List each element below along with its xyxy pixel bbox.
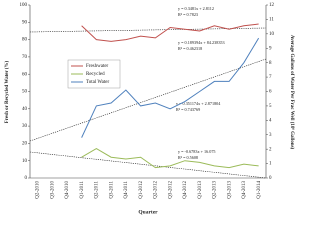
legend-label: Freshwater [86, 64, 109, 69]
x-tick-label: Q1-2014 [257, 181, 262, 199]
x-tick-label: Q1-2012 [139, 181, 144, 199]
y-tick-label: 60 [22, 72, 28, 77]
x-tick-label: Q4-2013 [242, 181, 247, 199]
y-tick-label: 80 [22, 38, 28, 43]
series-line [81, 23, 259, 42]
x-tick-label: Q1-2013 [198, 181, 203, 199]
y2-tick-label: 9 [269, 46, 272, 51]
y-tick-label: 100 [20, 3, 28, 8]
y2-tick-label: 1 [269, 162, 272, 167]
series-line [81, 148, 259, 169]
y2-tick-label: 11 [269, 18, 274, 23]
y2-tick-label: 3 [269, 133, 272, 138]
x-tick-label: Q3-2010 [50, 181, 55, 199]
y-tick-label: 30 [22, 124, 28, 129]
y2-tick-label: 12 [269, 3, 275, 8]
annotation: R² = 0.743769 [176, 107, 200, 112]
x-tick-label: Q4-2010 [65, 181, 70, 199]
y-tick-label: 40 [22, 107, 28, 112]
y2-tick-label: 8 [269, 61, 272, 66]
legend-label: Recycled [86, 72, 105, 77]
annotation: y = 0.351174x + 2.871804 [176, 101, 221, 106]
trend-line [29, 58, 267, 142]
y2-tick-label: 5 [269, 104, 272, 109]
x-axis-title: Quarter [138, 209, 158, 215]
y-axis-title: Fresh or Recycled Water (%) [5, 60, 10, 123]
annotation: y = 0.3481x + 2.8112 [178, 6, 214, 11]
y-tick-label: 20 [22, 142, 28, 147]
trend-line [29, 151, 267, 179]
x-tick-label: Q2-2012 [154, 181, 159, 199]
x-tick-label: Q3-2011 [109, 181, 114, 199]
annotation: y = -0.6783x + 16.075 [178, 149, 216, 154]
annotation: y = 0.189394x + 84.238353 [178, 40, 225, 45]
annotation: R² = 0.5608 [178, 155, 198, 160]
y2-tick-label: 0 [269, 176, 272, 181]
chart: y = 0.3481x + 2.8112 R² = 0.7823 y = 0.1… [5, 3, 295, 215]
y2-tick-label: 4 [269, 118, 272, 123]
y2-tick-label: 7 [269, 75, 272, 80]
y-tick-label: 90 [22, 20, 28, 25]
y2-tick-label: 10 [269, 32, 275, 37]
x-tick-label: Q3-2012 [168, 181, 173, 199]
x-tick-label: Q4-2012 [183, 181, 188, 199]
annotation: R² = 0.462318 [178, 46, 202, 51]
x-tick-label: Q1-2011 [80, 181, 85, 199]
x-tick-label: Q2-2011 [95, 181, 100, 199]
series-line [81, 37, 260, 138]
annotation: R² = 0.7823 [178, 12, 198, 17]
x-tick-label: Q2-2013 [213, 181, 218, 199]
x-tick-label: Q4-2011 [124, 181, 129, 199]
x-tick-label: Q3-2013 [227, 181, 232, 199]
y-tick-label: 0 [25, 176, 28, 181]
x-tick-label: Q2-2010 [36, 181, 41, 199]
legend-label: Total Water [86, 80, 110, 85]
y2-tick-label: 2 [269, 147, 272, 152]
y-tick-label: 70 [22, 55, 28, 60]
y-tick-label: 10 [22, 159, 28, 164]
y2-axis-title: Average Gallons of Water Per Frac Well (… [289, 35, 295, 150]
y-tick-label: 50 [22, 90, 28, 95]
y2-tick-label: 6 [269, 90, 272, 95]
